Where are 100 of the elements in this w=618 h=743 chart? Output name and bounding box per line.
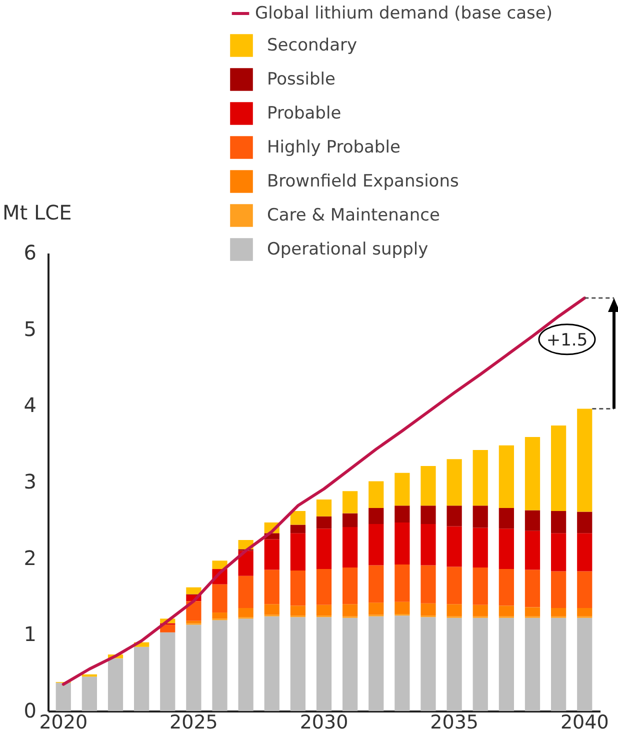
bar [420,603,436,616]
bar [498,508,514,529]
bar [551,426,566,512]
bar [368,565,384,603]
bar [186,624,202,711]
bar [368,616,384,711]
y-tick-label: 1 [24,622,36,646]
bar [368,508,384,524]
bar [212,584,228,613]
bar [498,569,514,606]
bar [394,602,410,614]
bar [524,570,540,608]
x-tick-label: 2025 [170,712,218,734]
bar [394,616,410,711]
bar [186,601,202,621]
bar [316,528,332,570]
bar [420,506,436,524]
bar [577,512,592,534]
x-tick-label: 2040 [560,712,609,734]
bar [472,567,488,605]
bar [420,466,436,506]
bar [394,564,410,602]
y-axis-title: Mt LCE [2,200,72,224]
bar [420,565,436,604]
bar [524,607,540,616]
bar [212,612,228,619]
bar [316,617,332,711]
bar [160,632,176,711]
bar [82,676,97,711]
bar [264,616,280,711]
bar [316,516,332,529]
y-tick-label: 3 [24,470,36,494]
bar [551,511,566,534]
bar [524,510,540,531]
bar [108,658,124,711]
bar [498,606,514,616]
y-tick-label: 4 [24,393,36,418]
bar [238,576,254,608]
bar [264,539,280,570]
bar [446,526,462,567]
legend-label: Global lithium demand (base case) [255,4,552,24]
bar [577,618,592,711]
bar [472,618,488,711]
x-tick-label: 2035 [430,712,478,734]
bar [446,506,462,526]
bar [551,571,566,608]
bar [577,533,592,572]
legend-label: Care & Maintenance [267,206,440,226]
bar [446,604,462,616]
bar [498,445,514,508]
bar [368,481,384,508]
bar [446,618,462,711]
y-tick-label: 5 [24,316,36,341]
bar [551,533,566,572]
legend-label: Operational supply [267,240,428,260]
bar [551,608,566,616]
bar [524,530,540,570]
bar [212,560,228,570]
bar [342,618,358,711]
bar [524,618,540,711]
bar [316,500,332,516]
bar [524,436,540,510]
bar [577,408,592,512]
legend-label: Possible [267,70,336,90]
bar [342,604,358,616]
bar [394,506,410,522]
legend-label: Brownfield Expansions [267,172,459,192]
bar [290,570,306,606]
bar [394,472,410,506]
bar [472,450,488,506]
bar [160,624,176,632]
bar [212,620,228,711]
bar [342,567,358,604]
bar [264,570,280,604]
bar [238,550,254,576]
bar [498,528,514,570]
bar [342,513,358,528]
bar [420,617,436,711]
legend-label: Highly Probable [267,138,400,158]
bar [316,569,332,605]
legend-label: Probable [267,104,342,124]
bar [551,618,566,711]
y-tick-label: 2 [24,546,36,570]
y-tick-label: 6 [24,240,36,264]
bar [472,528,488,568]
bar [446,566,462,604]
y-tick-label: 0 [24,698,36,722]
bar [498,618,514,711]
bar [342,527,358,568]
bar [368,602,384,615]
bar [290,524,306,534]
bar [446,459,462,506]
bar [186,587,202,594]
bar [290,511,306,525]
bar [290,617,306,711]
bar [342,491,358,514]
bar [238,608,254,618]
x-tick-label: 2020 [39,712,88,734]
bar [290,533,306,571]
line-series [62,296,586,686]
